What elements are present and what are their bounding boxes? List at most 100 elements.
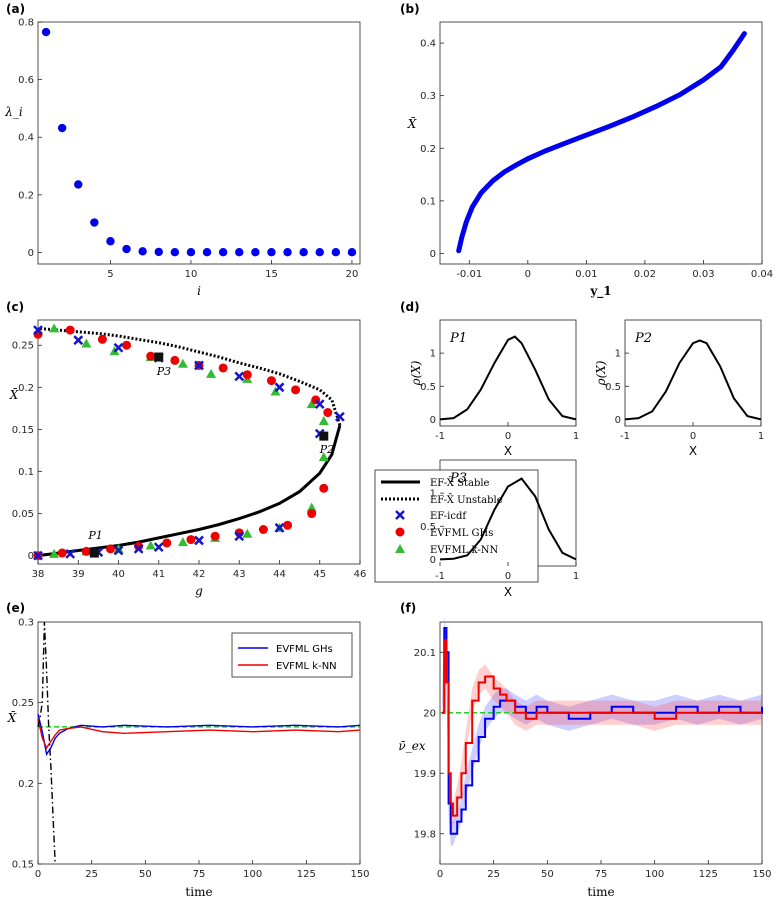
b-ytick-label: 0.3 bbox=[420, 91, 436, 102]
c-xtick-label: 40 bbox=[112, 569, 125, 580]
d1-ytick-label: 0.5 bbox=[420, 382, 436, 393]
e-series-1-line bbox=[37, 718, 361, 750]
e-xtick-label: 125 bbox=[297, 869, 316, 880]
c-ghs-marker bbox=[291, 385, 301, 395]
c-ghs-marker bbox=[162, 538, 172, 548]
c-icdf-marker bbox=[133, 543, 144, 554]
c-knn-marker bbox=[81, 338, 92, 348]
c-ghs-marker bbox=[65, 325, 75, 335]
c-ghs-marker bbox=[170, 355, 180, 365]
b-xtick-label: 0 bbox=[525, 269, 531, 280]
a-point bbox=[202, 247, 212, 257]
c-ytick-label: 0.05 bbox=[12, 509, 34, 520]
ylabel-b: X̄ bbox=[407, 116, 417, 131]
c-xtick-label: 38 bbox=[32, 569, 45, 580]
xlabel-e: time bbox=[185, 885, 212, 899]
xlabel-d2: X bbox=[689, 444, 697, 458]
d3-xtick-label: 1 bbox=[573, 571, 579, 582]
c-ghs-marker bbox=[218, 363, 228, 373]
b-ytick-label: 0.4 bbox=[420, 39, 436, 50]
a-point bbox=[347, 247, 357, 257]
c-ghs-marker bbox=[97, 334, 107, 344]
c-xtick-label: 43 bbox=[233, 569, 246, 580]
xlabel-a: i bbox=[197, 284, 201, 298]
c-icdf-marker bbox=[234, 531, 245, 542]
c-knn-marker bbox=[145, 540, 156, 550]
d2-ytick-label: 1 bbox=[615, 349, 621, 360]
c-icdf-marker bbox=[33, 325, 43, 335]
a-ytick-label: 0 bbox=[28, 248, 34, 259]
f-series-0-line bbox=[442, 627, 763, 835]
a-point bbox=[315, 247, 324, 257]
f-ytick-label: 19.9 bbox=[414, 769, 436, 780]
legend-c-icdf-marker bbox=[395, 510, 405, 520]
b-ytick-label: 0.2 bbox=[420, 144, 436, 155]
b-xtick-label: 0.03 bbox=[692, 269, 714, 280]
a-ytick-label: 0.2 bbox=[18, 190, 34, 201]
f-ytick-label: 20.1 bbox=[414, 648, 436, 659]
f-xtick-label: 125 bbox=[699, 869, 718, 880]
c-ytick-label: 0.2 bbox=[18, 383, 34, 394]
c-icdf-marker bbox=[113, 545, 124, 556]
c-knn-marker bbox=[306, 399, 317, 409]
b-xtick-label: 0.04 bbox=[751, 269, 773, 280]
axes-frame-c bbox=[37, 319, 361, 565]
c-ghs-marker bbox=[323, 408, 333, 418]
c-point-marker bbox=[89, 548, 99, 558]
e-series-0-line bbox=[37, 713, 361, 757]
d3-label: P3 bbox=[449, 471, 467, 486]
d1-density-line bbox=[439, 335, 577, 421]
c-ytick-label: 0.1 bbox=[18, 467, 34, 478]
c-xtick-label: 45 bbox=[313, 569, 326, 580]
a-point bbox=[218, 247, 228, 257]
panel-label-f: (f) bbox=[400, 601, 416, 615]
a-point bbox=[331, 247, 341, 257]
f-series-1-band bbox=[442, 628, 762, 828]
d2-xtick-label: -1 bbox=[620, 431, 630, 442]
f-ytick-label: 20 bbox=[423, 708, 436, 719]
e-ytick-label: 0.15 bbox=[12, 860, 34, 871]
a-point bbox=[74, 180, 83, 189]
d3-ytick-label: 0 bbox=[430, 555, 436, 566]
ylabel-d1: ρ(X) bbox=[409, 360, 423, 386]
c-icdf-marker bbox=[113, 342, 124, 353]
legend-c-icdf-label: EF-icdf bbox=[430, 511, 467, 522]
c-ghs-marker bbox=[258, 525, 268, 535]
legend-e-knn-label: EVFML k-NN bbox=[276, 661, 337, 672]
c-ytick-label: 0.15 bbox=[12, 425, 34, 436]
ylabel-c: X̄ bbox=[9, 387, 19, 402]
c-knn-marker bbox=[49, 323, 60, 333]
f-xtick-label: 150 bbox=[752, 869, 771, 880]
a-point bbox=[41, 27, 51, 37]
xlabel-f: time bbox=[587, 885, 614, 899]
d2-xtick-label: 0 bbox=[690, 431, 696, 442]
c-icdf-marker bbox=[274, 382, 285, 393]
a-point bbox=[138, 247, 147, 256]
c-unstable-line bbox=[37, 326, 342, 426]
a-xtick-label: 10 bbox=[185, 269, 198, 280]
a-point bbox=[122, 244, 131, 254]
f-xtick-label: 50 bbox=[541, 869, 554, 880]
c-icdf-marker bbox=[194, 360, 204, 371]
c-ghs-marker bbox=[146, 351, 156, 361]
legend-c-ghs-label: EVFML GHs bbox=[430, 528, 493, 539]
c-icdf-marker bbox=[194, 535, 204, 546]
xlabel-c: g bbox=[195, 584, 203, 598]
d1-xtick-label: 1 bbox=[573, 431, 579, 442]
a-point bbox=[90, 218, 99, 227]
d1-ytick-label: 0 bbox=[430, 415, 436, 426]
panel-label-a: (a) bbox=[6, 2, 25, 16]
b-ytick-label: 0.1 bbox=[420, 196, 436, 207]
c-xtick-label: 39 bbox=[72, 569, 85, 580]
f-series-1-line bbox=[442, 639, 762, 817]
c-knn-marker bbox=[318, 452, 329, 462]
c-knn-marker bbox=[177, 537, 188, 547]
d1-label: P1 bbox=[449, 331, 467, 346]
b-xtick-label: 0.01 bbox=[575, 269, 597, 280]
e-ytick-label: 0.2 bbox=[18, 779, 34, 790]
a-point bbox=[283, 247, 292, 257]
e-xtick-label: 25 bbox=[85, 869, 98, 880]
f-ytick-label: 19.8 bbox=[414, 829, 436, 840]
d1-xtick-label: 0 bbox=[505, 431, 511, 442]
b-xtick-label: 0.02 bbox=[634, 269, 656, 280]
